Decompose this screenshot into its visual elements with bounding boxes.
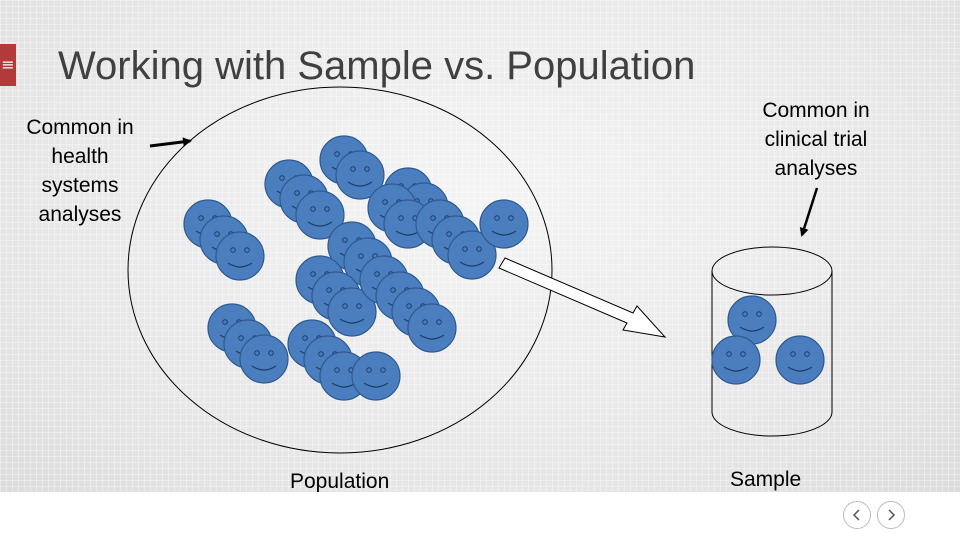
prev-slide-button[interactable] xyxy=(843,501,871,529)
next-slide-button[interactable] xyxy=(877,501,905,529)
callout-clinical-trial: Common in clinical trial analyses xyxy=(742,96,890,183)
population-smiley-icon xyxy=(407,303,457,353)
callout-health-systems: Common in health systems analyses xyxy=(8,113,152,229)
population-smiley-icon xyxy=(479,199,529,249)
chevron-left-icon xyxy=(852,509,860,521)
population-smiley-icon xyxy=(351,351,401,401)
arrow-right-callout xyxy=(799,187,819,237)
callout-left-line-3: systems xyxy=(41,174,119,197)
sample-smiley-icon xyxy=(711,335,761,385)
sample-label: Sample xyxy=(730,468,802,491)
sample-smiley-icon xyxy=(775,335,825,385)
population-ellipse xyxy=(127,86,553,454)
slide-navigation xyxy=(843,501,905,529)
sample-cylinder xyxy=(711,246,833,437)
population-smileys xyxy=(183,135,529,401)
slide-canvas: ≡ Working with Sample vs. Population Com… xyxy=(0,0,960,492)
menu-hamburger-icon[interactable]: ≡ xyxy=(0,44,16,86)
population-label: Population xyxy=(290,470,390,492)
population-smiley-icon xyxy=(239,334,289,384)
callout-right-line-3: analyses xyxy=(774,157,858,180)
slide-title: Working with Sample vs. Population xyxy=(58,44,696,88)
callout-left-line-2: health xyxy=(51,145,109,168)
chevron-right-icon xyxy=(888,509,896,521)
sampling-arrow xyxy=(498,257,667,338)
callout-right-line-2: clinical trial xyxy=(764,128,868,151)
population-smiley-icon xyxy=(215,231,265,281)
callout-left-line-1: Common in xyxy=(26,116,134,139)
callout-left-line-4: analyses xyxy=(38,203,122,226)
arrow-left-callout xyxy=(149,137,192,148)
population-sample-diagram xyxy=(127,86,833,454)
callout-right-line-1: Common in xyxy=(762,99,870,122)
sample-smileys xyxy=(711,295,825,385)
